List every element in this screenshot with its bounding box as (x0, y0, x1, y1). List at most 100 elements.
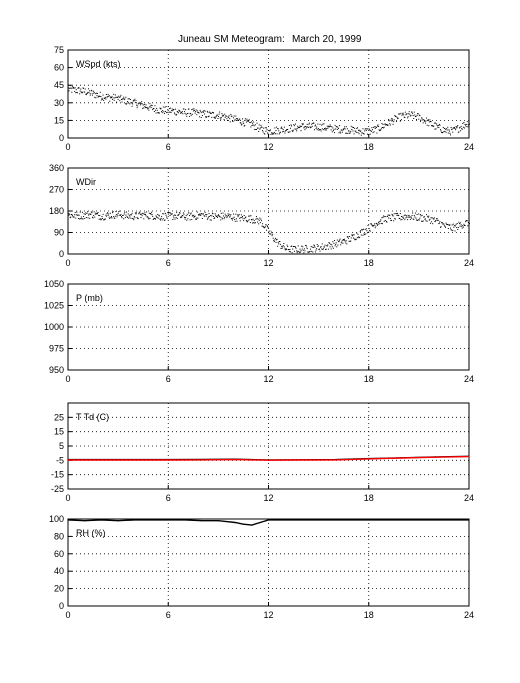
data-point (376, 125, 378, 127)
data-point (140, 217, 142, 219)
data-point (307, 127, 309, 129)
data-point (215, 116, 217, 118)
data-point (82, 87, 84, 89)
data-point (414, 116, 416, 118)
data-point (127, 98, 129, 100)
data-point (94, 93, 96, 95)
data-point (195, 109, 197, 111)
data-point (208, 213, 210, 215)
data-point (303, 126, 305, 128)
data-point (84, 213, 86, 215)
data-point (219, 111, 221, 113)
data-point (260, 126, 262, 128)
data-point (145, 215, 147, 217)
data-point (129, 99, 131, 101)
data-point (196, 110, 198, 112)
data-point (210, 112, 212, 114)
data-point (197, 111, 199, 113)
data-point (372, 132, 374, 134)
data-point (75, 217, 77, 219)
data-point (317, 123, 319, 125)
data-point (396, 116, 398, 118)
data-point (254, 129, 256, 131)
data-point (304, 250, 306, 252)
data-point (444, 225, 446, 227)
y-tick-label: 45 (54, 80, 64, 90)
data-point (401, 457, 403, 459)
data-point (205, 215, 207, 217)
data-point (277, 241, 279, 243)
data-point (340, 244, 342, 246)
data-point (228, 215, 230, 217)
data-point (440, 130, 442, 132)
data-point (128, 102, 130, 104)
data-point (364, 234, 366, 236)
data-point (97, 92, 99, 94)
data-point (115, 101, 117, 103)
data-point (320, 246, 322, 248)
data-point (321, 124, 323, 126)
data-point (150, 519, 153, 521)
data-point (135, 100, 137, 102)
data-point (125, 214, 127, 216)
data-point (425, 120, 427, 122)
data-point (100, 219, 102, 221)
data-point (371, 225, 373, 227)
data-point (115, 96, 117, 98)
data-point (331, 246, 333, 248)
data-point (380, 222, 382, 224)
data-point (449, 132, 451, 134)
data-point (75, 92, 77, 94)
data-point (339, 125, 341, 127)
data-point (444, 130, 446, 132)
data-point (160, 108, 162, 110)
data-point (445, 222, 447, 224)
data-point (406, 216, 408, 218)
data-point (368, 519, 370, 521)
data-point (73, 216, 75, 218)
data-point (329, 126, 331, 128)
data-point (150, 213, 152, 215)
data-point (217, 215, 219, 217)
data-point (442, 223, 444, 225)
data-point (84, 91, 86, 93)
data-point (356, 127, 358, 129)
data-point (199, 109, 201, 111)
data-point (403, 217, 405, 219)
data-point (392, 215, 394, 217)
data-point (463, 121, 465, 123)
data-point (344, 128, 346, 130)
data-point (103, 97, 105, 99)
data-point (344, 240, 346, 242)
data-point (227, 116, 229, 118)
data-point (150, 107, 152, 109)
data-point (125, 96, 127, 98)
data-point (400, 216, 402, 218)
data-point (89, 217, 91, 219)
data-point (214, 117, 216, 119)
data-point (397, 214, 399, 216)
data-point (167, 213, 169, 215)
data-point (432, 125, 434, 127)
data-point (253, 121, 255, 123)
data-point (384, 220, 386, 222)
data-point (429, 119, 431, 121)
data-point (161, 216, 163, 218)
data-point (382, 216, 384, 218)
data-point (245, 216, 247, 218)
data-point (187, 218, 189, 220)
data-point (318, 519, 320, 521)
data-point (84, 88, 86, 90)
data-point (187, 112, 189, 114)
data-point (312, 251, 314, 253)
data-point (239, 122, 241, 124)
data-point (136, 104, 138, 106)
y-tick-label: 0 (59, 133, 64, 143)
data-point (188, 108, 190, 110)
data-point (387, 124, 389, 126)
data-point (153, 218, 155, 220)
data-point (235, 218, 237, 220)
data-point (148, 212, 150, 214)
data-point (263, 133, 265, 135)
